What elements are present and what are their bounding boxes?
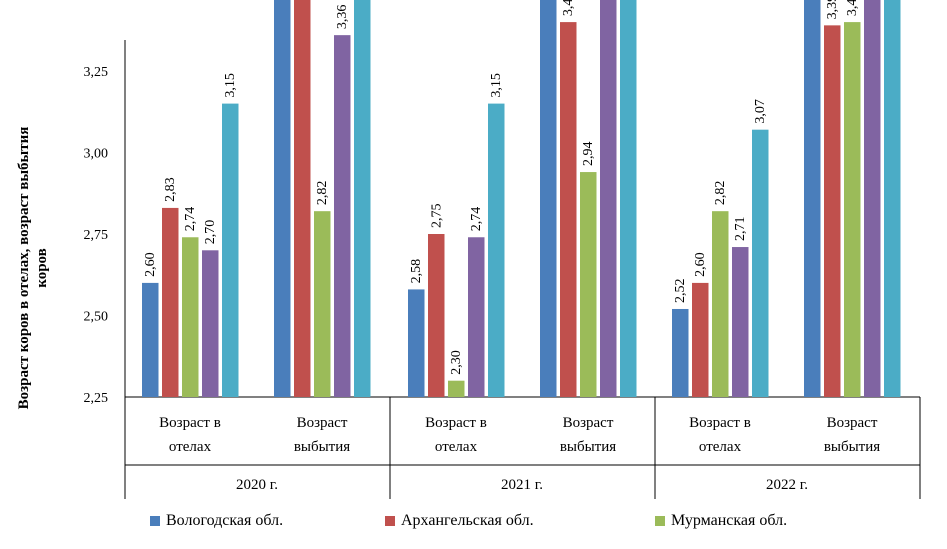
legend: Вологодская обл. Архангельская обл. Мурм… [150,512,787,530]
bar [314,211,331,397]
data-label: 2,30 [449,350,464,375]
y-axis-title-line-1: Возраст коров в отелах, возраст выбытия [16,127,32,410]
data-label: 3,15 [223,73,238,98]
bar [274,0,291,398]
bar [620,0,637,397]
bar [202,250,219,397]
data-label: 2,74 [183,207,198,232]
data-label: 2,52 [673,278,688,303]
data-label: 2,60 [693,252,708,277]
data-label: 2,82 [713,181,728,206]
data-label: 3,15 [489,73,504,98]
bar [600,0,617,398]
data-label: 3,36 [335,5,350,30]
x-year-label: 2021 г. [501,477,543,493]
bar [864,0,881,398]
bar [752,129,769,397]
data-label: 2,71 [733,217,748,242]
legend-swatch-vologda [150,516,160,526]
bar [448,380,465,397]
y-tick-label: 3,00 [84,147,109,162]
legend-item-arkhangelsk: Архангельская обл. [385,512,655,530]
bar [732,247,749,397]
legend-item-vologda: Вологодская обл. [150,512,385,530]
y-tick-label: 2,25 [84,391,109,406]
bar [824,25,841,398]
data-label: 3,07 [753,99,768,124]
data-label: 2,74 [469,207,484,232]
data-label: 2,83 [163,177,178,202]
legend-swatch-murmansk [655,516,665,526]
x-category-label-line-2: выбытия [560,439,616,455]
x-category-label-line-1: Возраст в [159,415,221,431]
bar [222,103,239,397]
bar [162,207,179,397]
bar [294,0,311,397]
legend-swatch-arkhangelsk [385,516,395,526]
bar [672,308,689,397]
y-tick-label: 2,50 [84,310,109,325]
legend-label-murmansk: Мурманская обл. [671,512,788,529]
data-label: 3,40 [845,0,860,16]
x-year-label: 2020 г. [236,477,278,493]
bar [182,237,199,397]
x-category-label-line-1: Возраст [563,415,614,431]
bar [488,103,505,397]
bar [408,289,425,397]
x-category-label-line-2: выбытия [824,439,880,455]
bar [884,0,901,397]
y-axis-title: Возраст коров в отелах, возраст выбытия к… [16,127,50,410]
data-label: 2,75 [429,204,444,229]
x-category-label-line-2: отелах [169,439,212,455]
legend-label-vologda: Вологодская обл. [166,512,284,529]
data-label: 3,39 [825,0,840,19]
x-category-label-line-1: Возраст в [425,415,487,431]
x-category-label-line-2: отелах [699,439,742,455]
bar [804,0,821,398]
data-label: 2,82 [315,181,330,206]
bar [844,22,861,397]
bar [692,282,709,397]
bar [560,22,577,397]
y-tick-label: 2,75 [84,228,109,243]
bar [334,35,351,397]
bar [540,0,557,397]
data-label: 2,70 [203,220,218,245]
data-label: 3,40 [561,0,576,16]
x-category-label-line-2: выбытия [294,439,350,455]
x-category-label-line-2: отелах [435,439,478,455]
x-category-label-line-1: Возраст [297,415,348,431]
legend-label-arkhangelsk: Архангельская обл. [401,512,534,529]
bar [712,211,729,397]
bar [580,172,597,397]
data-label: 2,60 [143,252,158,277]
bar [354,0,371,397]
y-tick-label: 3,25 [84,65,109,80]
x-category-label-line-1: Возраст [827,415,878,431]
bar [142,282,159,397]
data-label: 2,58 [409,259,424,284]
bar [428,234,445,397]
data-label: 2,94 [581,142,596,167]
bar [468,237,485,397]
legend-item-murmansk: Мурманская обл. [655,512,787,530]
x-year-label: 2022 г. [766,477,808,493]
y-axis-title-line-2: коров [34,248,50,288]
x-category-label-line-1: Возраст в [689,415,751,431]
